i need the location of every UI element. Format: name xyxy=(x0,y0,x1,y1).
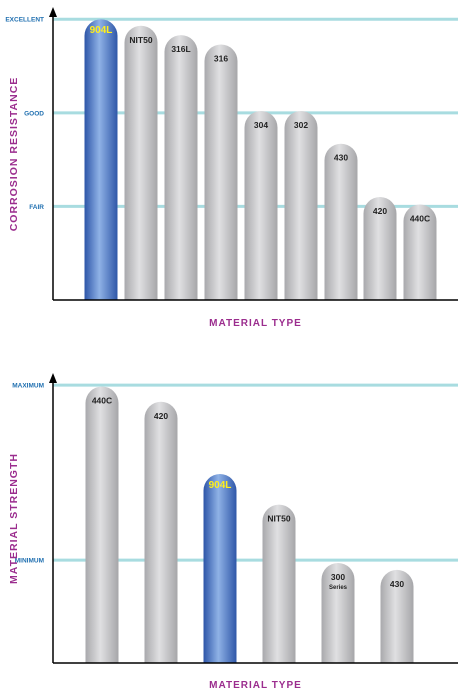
bar-label: 300 xyxy=(331,572,345,582)
bar-label: 420 xyxy=(373,206,387,216)
bar-label: NIT50 xyxy=(267,514,290,524)
bar-label: 430 xyxy=(390,579,404,589)
level-label: MINIMUM xyxy=(15,558,44,565)
bar-label: 904L xyxy=(209,480,232,491)
corrosion-resistance-chart: 904L NIT50 316L 316 304 302 430 420 440C EXCELLEN… xyxy=(5,7,458,329)
bar-420 xyxy=(363,197,397,300)
bar-430 xyxy=(324,143,358,300)
bar-904l xyxy=(84,19,118,300)
bar-316l xyxy=(164,35,198,301)
bar-300 xyxy=(321,562,355,663)
bar-440c xyxy=(403,204,437,300)
level-label: FAIR xyxy=(29,204,44,211)
bar-label: 440C xyxy=(410,214,430,224)
bar-nit50 xyxy=(262,504,296,663)
y-axis-title: MATERIAL STRENGTH xyxy=(8,453,20,584)
bar-label: 302 xyxy=(294,120,308,130)
y-axis-arrow-icon xyxy=(49,7,57,17)
bar-304 xyxy=(244,110,278,300)
bar-nit50 xyxy=(124,25,158,301)
level-label: GOOD xyxy=(24,110,44,117)
bar-label: 440C xyxy=(92,396,112,406)
level-label: MAXIMUM xyxy=(12,383,44,390)
bar-label: NIT50 xyxy=(129,35,152,45)
bar-label: 316L xyxy=(171,44,190,54)
bar-316 xyxy=(204,44,238,300)
bar-label: 304 xyxy=(254,120,268,130)
level-label: EXCELLENT xyxy=(5,17,44,24)
bar-430 xyxy=(380,569,414,663)
bar-label: 904L xyxy=(90,25,113,36)
bar-label: 430 xyxy=(334,153,348,163)
bar-sublabel: Series xyxy=(329,585,348,591)
material-strength-chart: 440C 420 904L NIT50 300 Series 430 MAXIMUM MINIM… xyxy=(8,373,458,691)
y-axis-title: CORROSION RESISTANCE xyxy=(8,77,20,232)
bar-302 xyxy=(284,110,318,300)
bar-904l xyxy=(203,474,237,663)
x-axis-title: MATERIAL TYPE xyxy=(209,680,302,691)
bar-label: 420 xyxy=(154,411,168,421)
bar-440c xyxy=(85,386,119,663)
bar-420 xyxy=(144,401,178,663)
x-axis-title: MATERIAL TYPE xyxy=(209,318,302,329)
y-axis-arrow-icon xyxy=(49,373,57,383)
bar-label: 316 xyxy=(214,54,228,64)
